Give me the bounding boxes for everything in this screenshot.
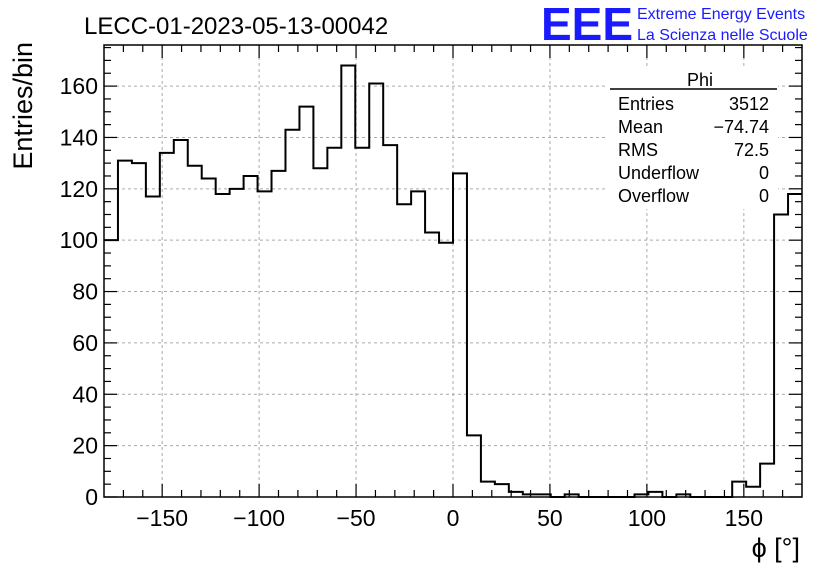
chart-title: LECC-01-2023-05-13-00042 [84, 13, 388, 40]
x-tick-label: −150 [136, 505, 188, 531]
stats-value: 72.5 [734, 140, 769, 160]
y-tick-label: 100 [60, 227, 98, 253]
y-axis-label: Entries/bin [8, 42, 38, 170]
stats-value: 3512 [729, 94, 769, 114]
eee-logo-text: EEE [541, 0, 633, 50]
stats-label: Overflow [618, 186, 690, 206]
y-tick-label: 140 [60, 124, 98, 150]
x-tick-label: 100 [628, 505, 666, 531]
x-tick-label: −50 [337, 505, 376, 531]
stats-value: 0 [759, 163, 769, 183]
y-tick-label: 40 [72, 381, 98, 407]
histogram-series [104, 64, 802, 498]
stats-value: −74.74 [713, 117, 769, 137]
stats-box-title: Phi [687, 70, 713, 90]
y-tick-label: 60 [72, 330, 98, 356]
y-axis-tick-labels: 0 20 40 60 80 100 120 140 160 [60, 73, 98, 510]
stats-box: Phi Entries 3512 Mean −74.74 RMS 72.5 Underflo… [607, 69, 778, 209]
y-tick-label: 80 [72, 279, 98, 305]
project-name-line1: Extreme Energy Events [637, 6, 805, 23]
x-tick-label: −100 [233, 505, 285, 531]
axis-ticks [104, 45, 802, 498]
eee-logo: EEE Extreme Energy Events La Scienza nel… [541, 0, 808, 50]
x-tick-label: 50 [537, 505, 563, 531]
x-axis-tick-labels: −150 −100 −50 0 50 100 150 [136, 505, 763, 531]
stats-value: 0 [759, 186, 769, 206]
y-tick-label: 120 [60, 176, 98, 202]
x-axis-label: ϕ [°] [752, 533, 800, 563]
stats-label: Underflow [618, 163, 700, 183]
x-tick-label: 0 [447, 505, 460, 531]
stats-label: Entries [618, 94, 674, 114]
stats-label: RMS [618, 140, 658, 160]
x-tick-label: 150 [725, 505, 763, 531]
stats-rows: Entries 3512 Mean −74.74 RMS 72.5 Underflow 0 Ov… [618, 94, 769, 206]
y-tick-label: 20 [72, 433, 98, 459]
y-tick-label: 160 [60, 73, 98, 99]
y-tick-label: 0 [85, 484, 98, 510]
stats-label: Mean [618, 117, 663, 137]
project-name-line2: La Scienza nelle Scuole [637, 27, 808, 44]
